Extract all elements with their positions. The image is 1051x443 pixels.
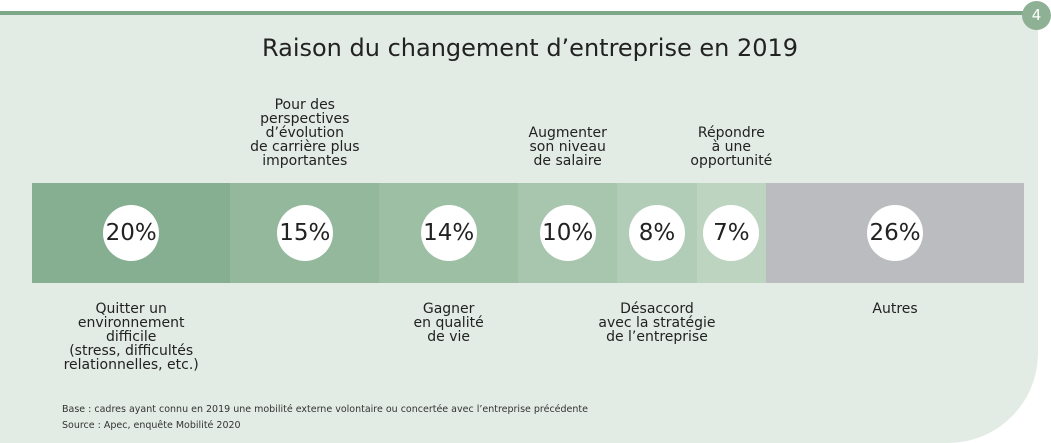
value-label: 10% — [539, 205, 596, 261]
value-label: 8% — [628, 205, 685, 261]
value-label: 14% — [420, 205, 477, 261]
category-label: Désaccord avec la stratégie de l’entrepr… — [598, 301, 716, 345]
chart-title: Raison du changement d’entreprise en 201… — [261, 34, 799, 62]
value-label: 15% — [276, 205, 333, 261]
category-label: Répondre à une opportunité — [690, 125, 773, 169]
category-label: Autres — [872, 301, 918, 317]
top-rule — [0, 11, 1030, 15]
note: Base : cadres ayant connu en 2019 une mo… — [62, 404, 588, 415]
category-label: Quitter un environnement difficile (stre… — [63, 301, 199, 373]
category-label: Gagner en qualité de vie — [413, 301, 484, 345]
category-label: Augmenter son niveau de salaire — [528, 125, 607, 169]
category-label: Pour des perspectives d’évolution de car… — [250, 97, 360, 169]
value-label: 26% — [867, 205, 924, 261]
page-number: 4 — [1022, 1, 1051, 30]
value-label: 20% — [103, 205, 160, 261]
note: Source : Apec, enquête Mobilité 2020 — [62, 420, 241, 431]
value-label: 7% — [703, 205, 760, 261]
